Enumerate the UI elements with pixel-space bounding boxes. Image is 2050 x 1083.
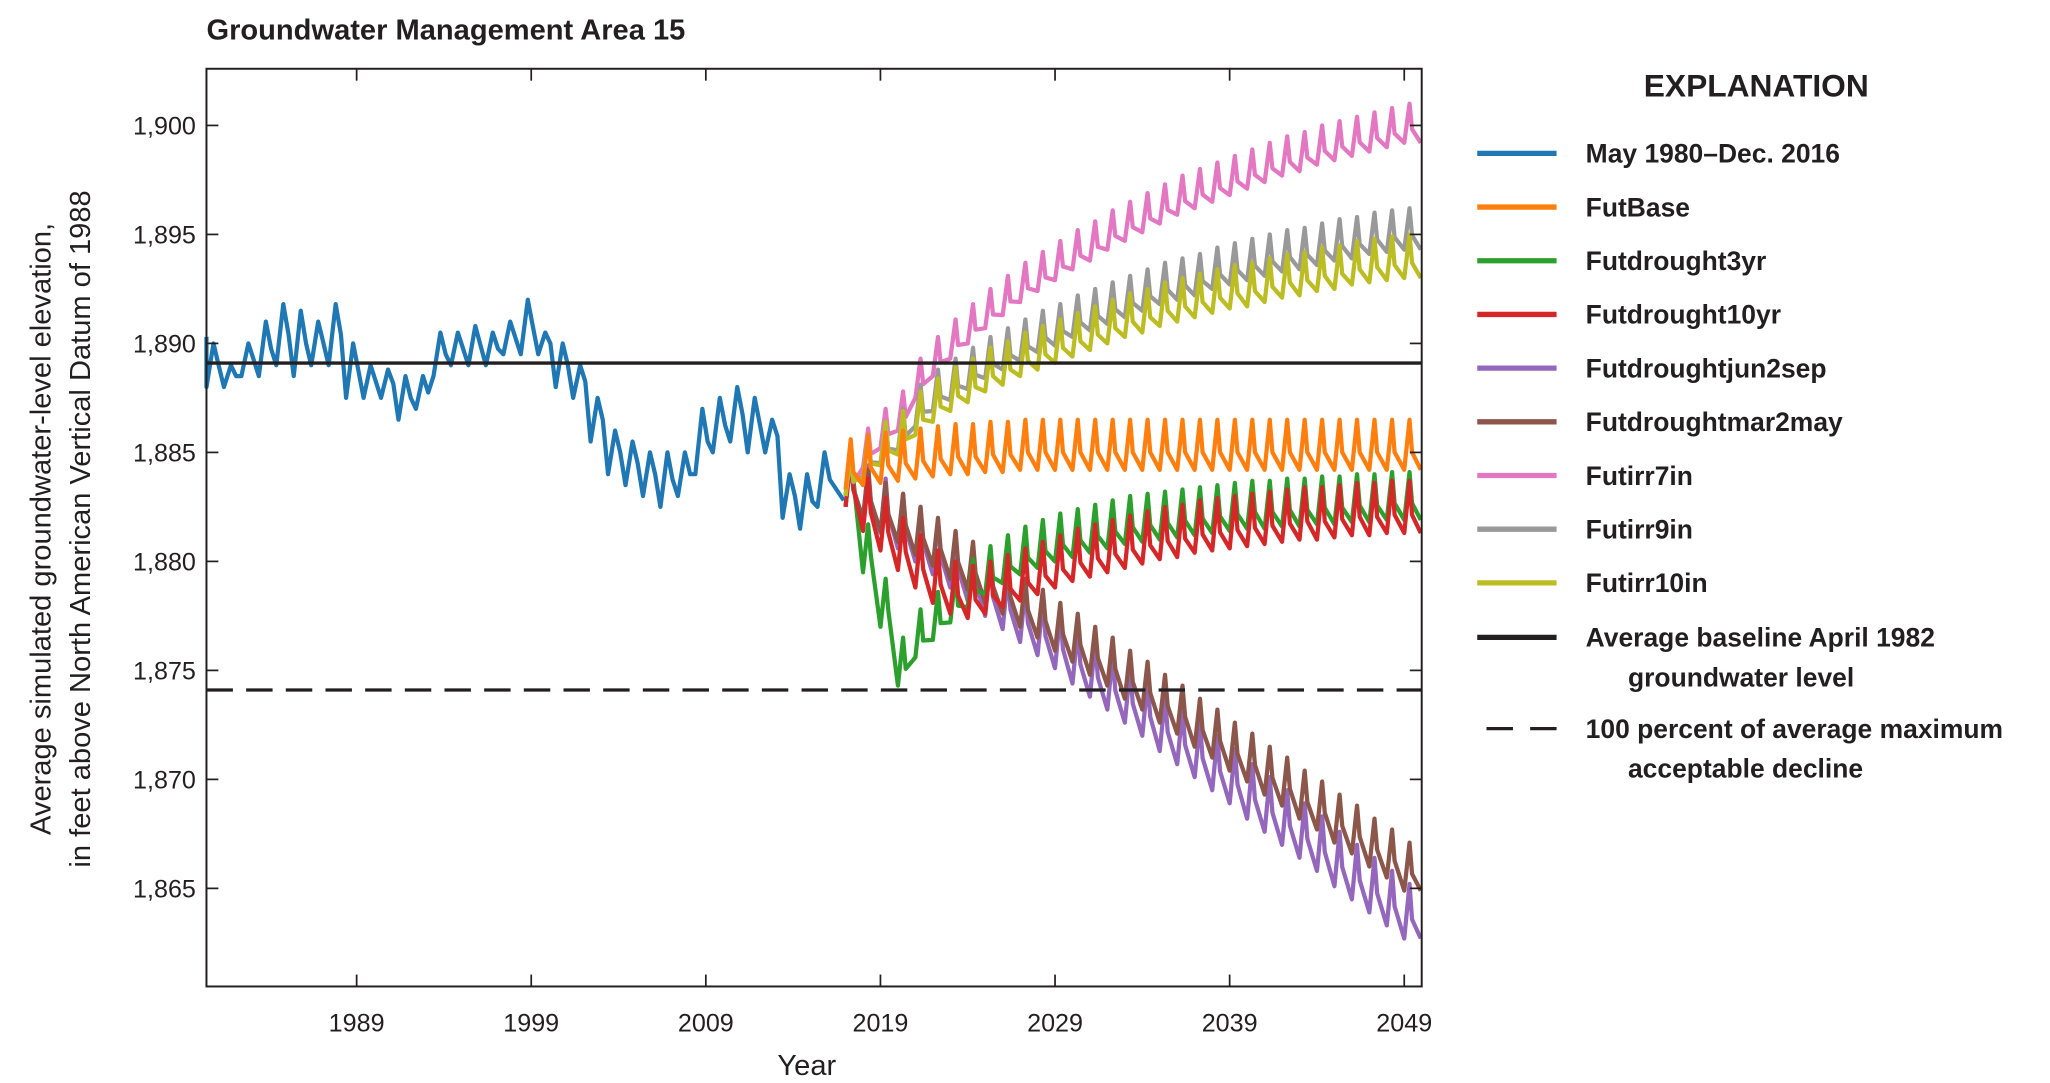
legend-label-max-decline: 100 percent of average maximum bbox=[1586, 714, 2003, 744]
series-line-futdroughtmar2may bbox=[843, 456, 1423, 893]
legend-label-futdrought3yr: Futdrought3yr bbox=[1586, 246, 1767, 276]
legend: EXPLANATION May 1980–Dec. 2016 FutBase Fut… bbox=[1477, 68, 2003, 784]
x-tick-label: 2039 bbox=[1202, 1009, 1258, 1037]
series-line-futirr7in bbox=[843, 101, 1423, 497]
legend-title: EXPLANATION bbox=[1644, 68, 1869, 104]
y-tick-label: 1,890 bbox=[133, 331, 196, 359]
legend-label-baseline: Average baseline April 1982 bbox=[1586, 623, 1935, 653]
series-line-futirr10in bbox=[843, 232, 1423, 497]
y-axis-label-line1: Average simulated groundwater-level elev… bbox=[25, 223, 57, 835]
x-tick-label: 1999 bbox=[503, 1009, 559, 1037]
y-tick-label: 1,875 bbox=[133, 658, 196, 686]
legend-label-futdrought10yr: Futdrought10yr bbox=[1586, 300, 1781, 330]
x-tick-label: 2029 bbox=[1027, 1009, 1083, 1037]
y-tick-label: 1,880 bbox=[133, 549, 196, 577]
axis-ticks: 1989 1999 2009 2019 2029 2039 2049 1,865 1,870 1,… bbox=[133, 68, 1432, 1037]
legend-label-historical: May 1980–Dec. 2016 bbox=[1586, 139, 1840, 169]
series-line-futdrought10yr bbox=[843, 452, 1423, 621]
series-line-futbase bbox=[843, 417, 1423, 490]
x-tick-label: 2019 bbox=[853, 1009, 909, 1037]
y-tick-label: 1,865 bbox=[133, 876, 196, 904]
x-tick-label: 2009 bbox=[678, 1009, 734, 1037]
legend-label-futirr7in: Futirr7in bbox=[1586, 461, 1693, 491]
x-axis-label: Year bbox=[777, 1050, 836, 1082]
legend-label-futbase: FutBase bbox=[1586, 192, 1690, 222]
legend-label-baseline-line2: groundwater level bbox=[1628, 662, 1854, 692]
y-tick-label: 1,870 bbox=[133, 767, 196, 795]
y-tick-label: 1,885 bbox=[133, 440, 196, 468]
legend-label-futirr10in: Futirr10in bbox=[1586, 568, 1708, 598]
y-tick-label: 1,900 bbox=[133, 113, 196, 141]
plot-area bbox=[204, 101, 1423, 941]
y-axis-label-line2: in feet above North American Vertical Da… bbox=[65, 190, 97, 867]
x-tick-label: 1989 bbox=[329, 1009, 385, 1037]
series-line-historical bbox=[204, 297, 846, 531]
plot-frame bbox=[205, 67, 1423, 988]
x-tick-label: 2049 bbox=[1376, 1009, 1432, 1037]
legend-label-futirr9in: Futirr9in bbox=[1586, 514, 1693, 544]
legend-label-futdroughtjun2sep: Futdroughtjun2sep bbox=[1586, 353, 1827, 383]
legend-label-max-decline-line2: acceptable decline bbox=[1628, 754, 1863, 784]
legend-label-futdroughtmar2may: Futdroughtmar2may bbox=[1586, 407, 1843, 437]
y-tick-label: 1,895 bbox=[133, 222, 196, 250]
chart-title: Groundwater Management Area 15 bbox=[206, 15, 685, 47]
